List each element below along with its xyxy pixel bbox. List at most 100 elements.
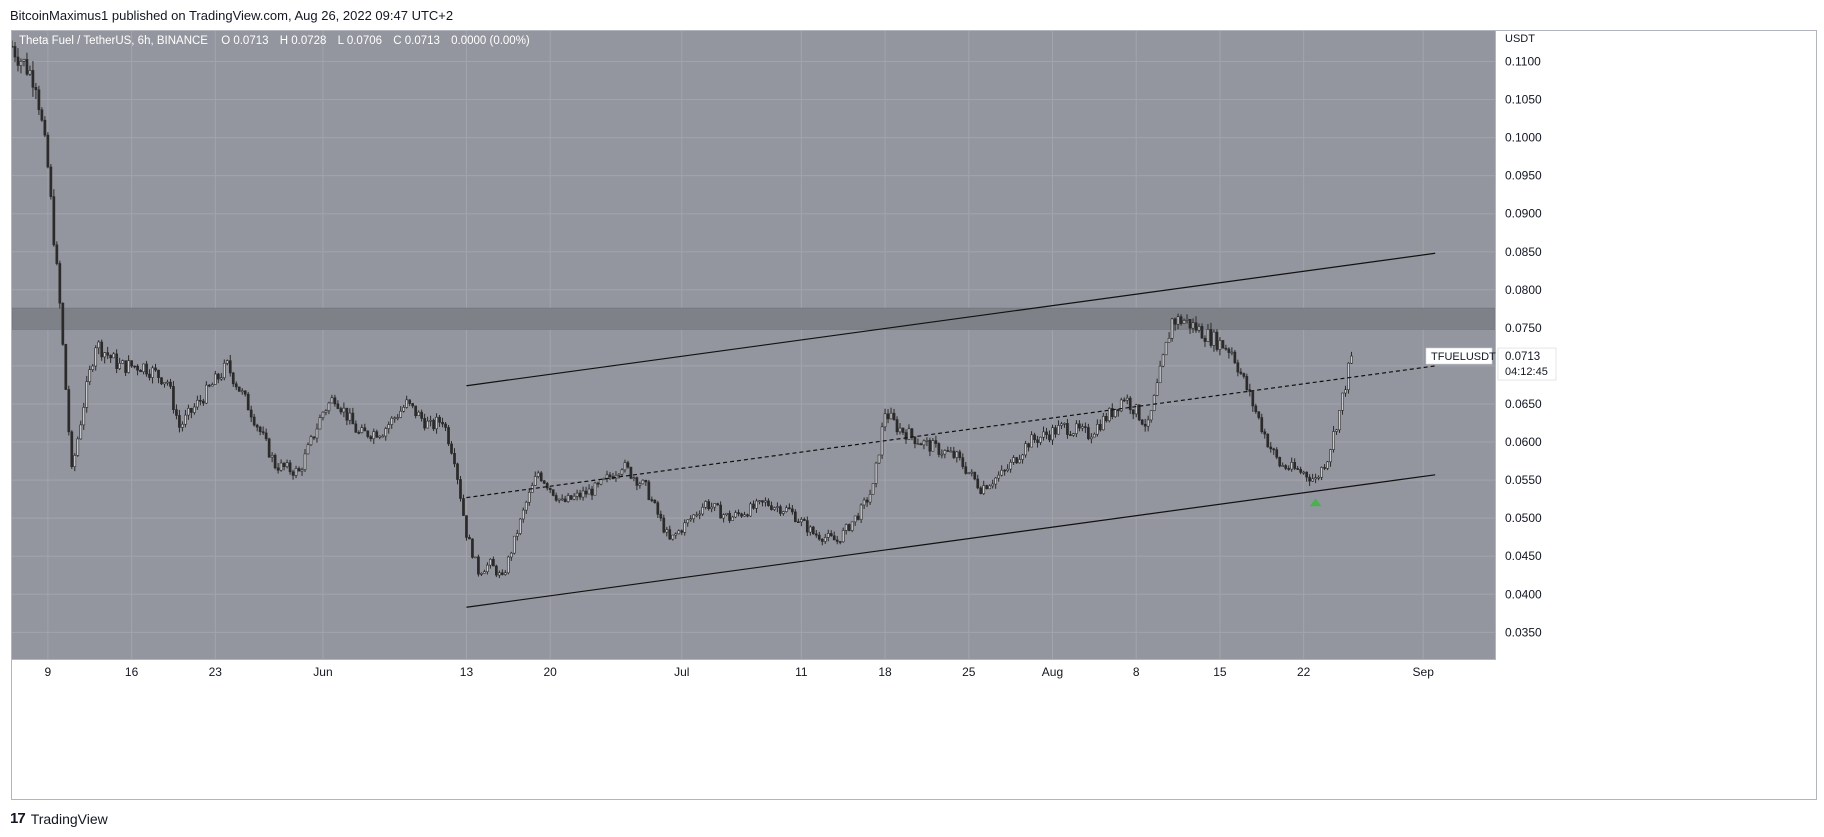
time-axis[interactable] — [12, 660, 1496, 799]
candle-up — [997, 474, 1001, 479]
candle-down — [647, 481, 651, 500]
candle-down — [892, 412, 896, 420]
candle-up — [309, 436, 313, 446]
candle-down — [542, 480, 546, 484]
candle-down — [788, 507, 791, 510]
candle-up — [524, 501, 528, 511]
candle-down — [273, 454, 277, 469]
candle-down — [312, 436, 316, 439]
candle-up — [671, 534, 675, 540]
candle-down — [255, 424, 259, 428]
candle-down — [1036, 439, 1039, 443]
candle-up — [686, 519, 690, 524]
candle-down — [1203, 337, 1207, 342]
candle-down — [447, 427, 450, 445]
time-tick-label: 16 — [125, 665, 139, 679]
candle-up — [620, 469, 624, 475]
price-tick-label: 0.0950 — [1505, 169, 1542, 183]
candle-up — [1161, 354, 1165, 367]
candle-up — [1341, 392, 1344, 411]
candle-up — [1326, 461, 1329, 469]
candle-up — [518, 518, 522, 534]
candle-down — [1251, 391, 1255, 407]
candle-down — [716, 503, 719, 506]
candle-down — [414, 405, 417, 417]
candle-up — [1000, 469, 1004, 476]
candle-down — [288, 462, 292, 473]
candle-up — [1021, 454, 1024, 460]
candle-up — [1344, 389, 1347, 394]
time-tick-label: Jun — [313, 665, 332, 679]
candle-down — [1194, 322, 1198, 331]
last-price-tag[interactable]: TFUELUSDT 0.0713 04:12:45 — [1425, 347, 1557, 381]
candle-down — [1233, 351, 1237, 364]
candle-up — [1063, 423, 1066, 425]
candle-down — [976, 478, 980, 489]
candle-up — [509, 552, 513, 558]
price-tick-label: 0.0800 — [1505, 283, 1542, 297]
candle-up — [270, 454, 274, 458]
candle-up — [632, 477, 636, 479]
candle-down — [231, 372, 235, 385]
candle-down — [1209, 329, 1213, 346]
candle-up — [521, 509, 525, 520]
candle-down — [1323, 467, 1326, 469]
candle-down — [659, 513, 663, 519]
candle-up — [665, 529, 669, 533]
candle-down — [551, 489, 555, 496]
candle-down — [578, 492, 582, 498]
candle-up — [862, 499, 866, 506]
price-chart[interactable]: USDT 0.1100 0.1050 0.1000 0.0950 0.0900 0.085… — [12, 31, 1816, 799]
candle-up — [73, 455, 77, 467]
price-tick-label: 0.0450 — [1505, 549, 1542, 563]
candle-down — [70, 431, 74, 467]
footer-branding[interactable]: 17 TradingView — [10, 808, 108, 830]
candle-up — [327, 402, 331, 411]
candle-down — [626, 462, 630, 468]
candle-up — [841, 530, 845, 543]
candle-up — [1072, 433, 1075, 436]
candle-down — [357, 432, 361, 434]
candle-down — [178, 415, 181, 428]
candle-up — [300, 469, 304, 472]
time-tick-label: 9 — [45, 665, 52, 679]
plot-area[interactable] — [12, 31, 1495, 659]
candle-down — [1299, 469, 1303, 473]
candle-down — [202, 400, 205, 404]
candle-down — [653, 499, 657, 504]
candle-down — [154, 367, 157, 371]
candle-up — [378, 435, 382, 438]
high-label: H — [280, 35, 288, 47]
candle-down — [820, 538, 824, 542]
candle-up — [1107, 408, 1111, 422]
candle-up — [799, 519, 803, 523]
candle-up — [982, 485, 986, 494]
candle-down — [1087, 427, 1090, 440]
candle-up — [512, 535, 516, 554]
candle-down — [1143, 423, 1147, 427]
candle-up — [393, 417, 397, 420]
candle-up — [384, 428, 388, 437]
price-tick-label: 0.0650 — [1505, 397, 1542, 411]
candle-down — [1239, 371, 1243, 374]
candle-up — [294, 468, 298, 476]
candle-up — [853, 515, 857, 523]
change-value: 0.0000 (0.00%) — [451, 35, 530, 47]
candle-up — [503, 572, 507, 575]
candle-down — [904, 432, 908, 440]
candle-up — [1176, 316, 1180, 325]
candle-down — [190, 408, 193, 413]
candle-down — [64, 344, 68, 390]
candle-up — [387, 424, 391, 429]
candle-down — [459, 479, 462, 499]
candle-up — [758, 500, 761, 502]
price-axis[interactable] — [1496, 31, 1816, 799]
candle-up — [1060, 423, 1063, 426]
candle-up — [1338, 410, 1341, 431]
candle-up — [617, 473, 621, 476]
candle-up — [181, 423, 184, 428]
candle-down — [545, 483, 549, 489]
candle-up — [1042, 431, 1045, 438]
candle-up — [184, 414, 187, 425]
candle-down — [952, 450, 956, 458]
